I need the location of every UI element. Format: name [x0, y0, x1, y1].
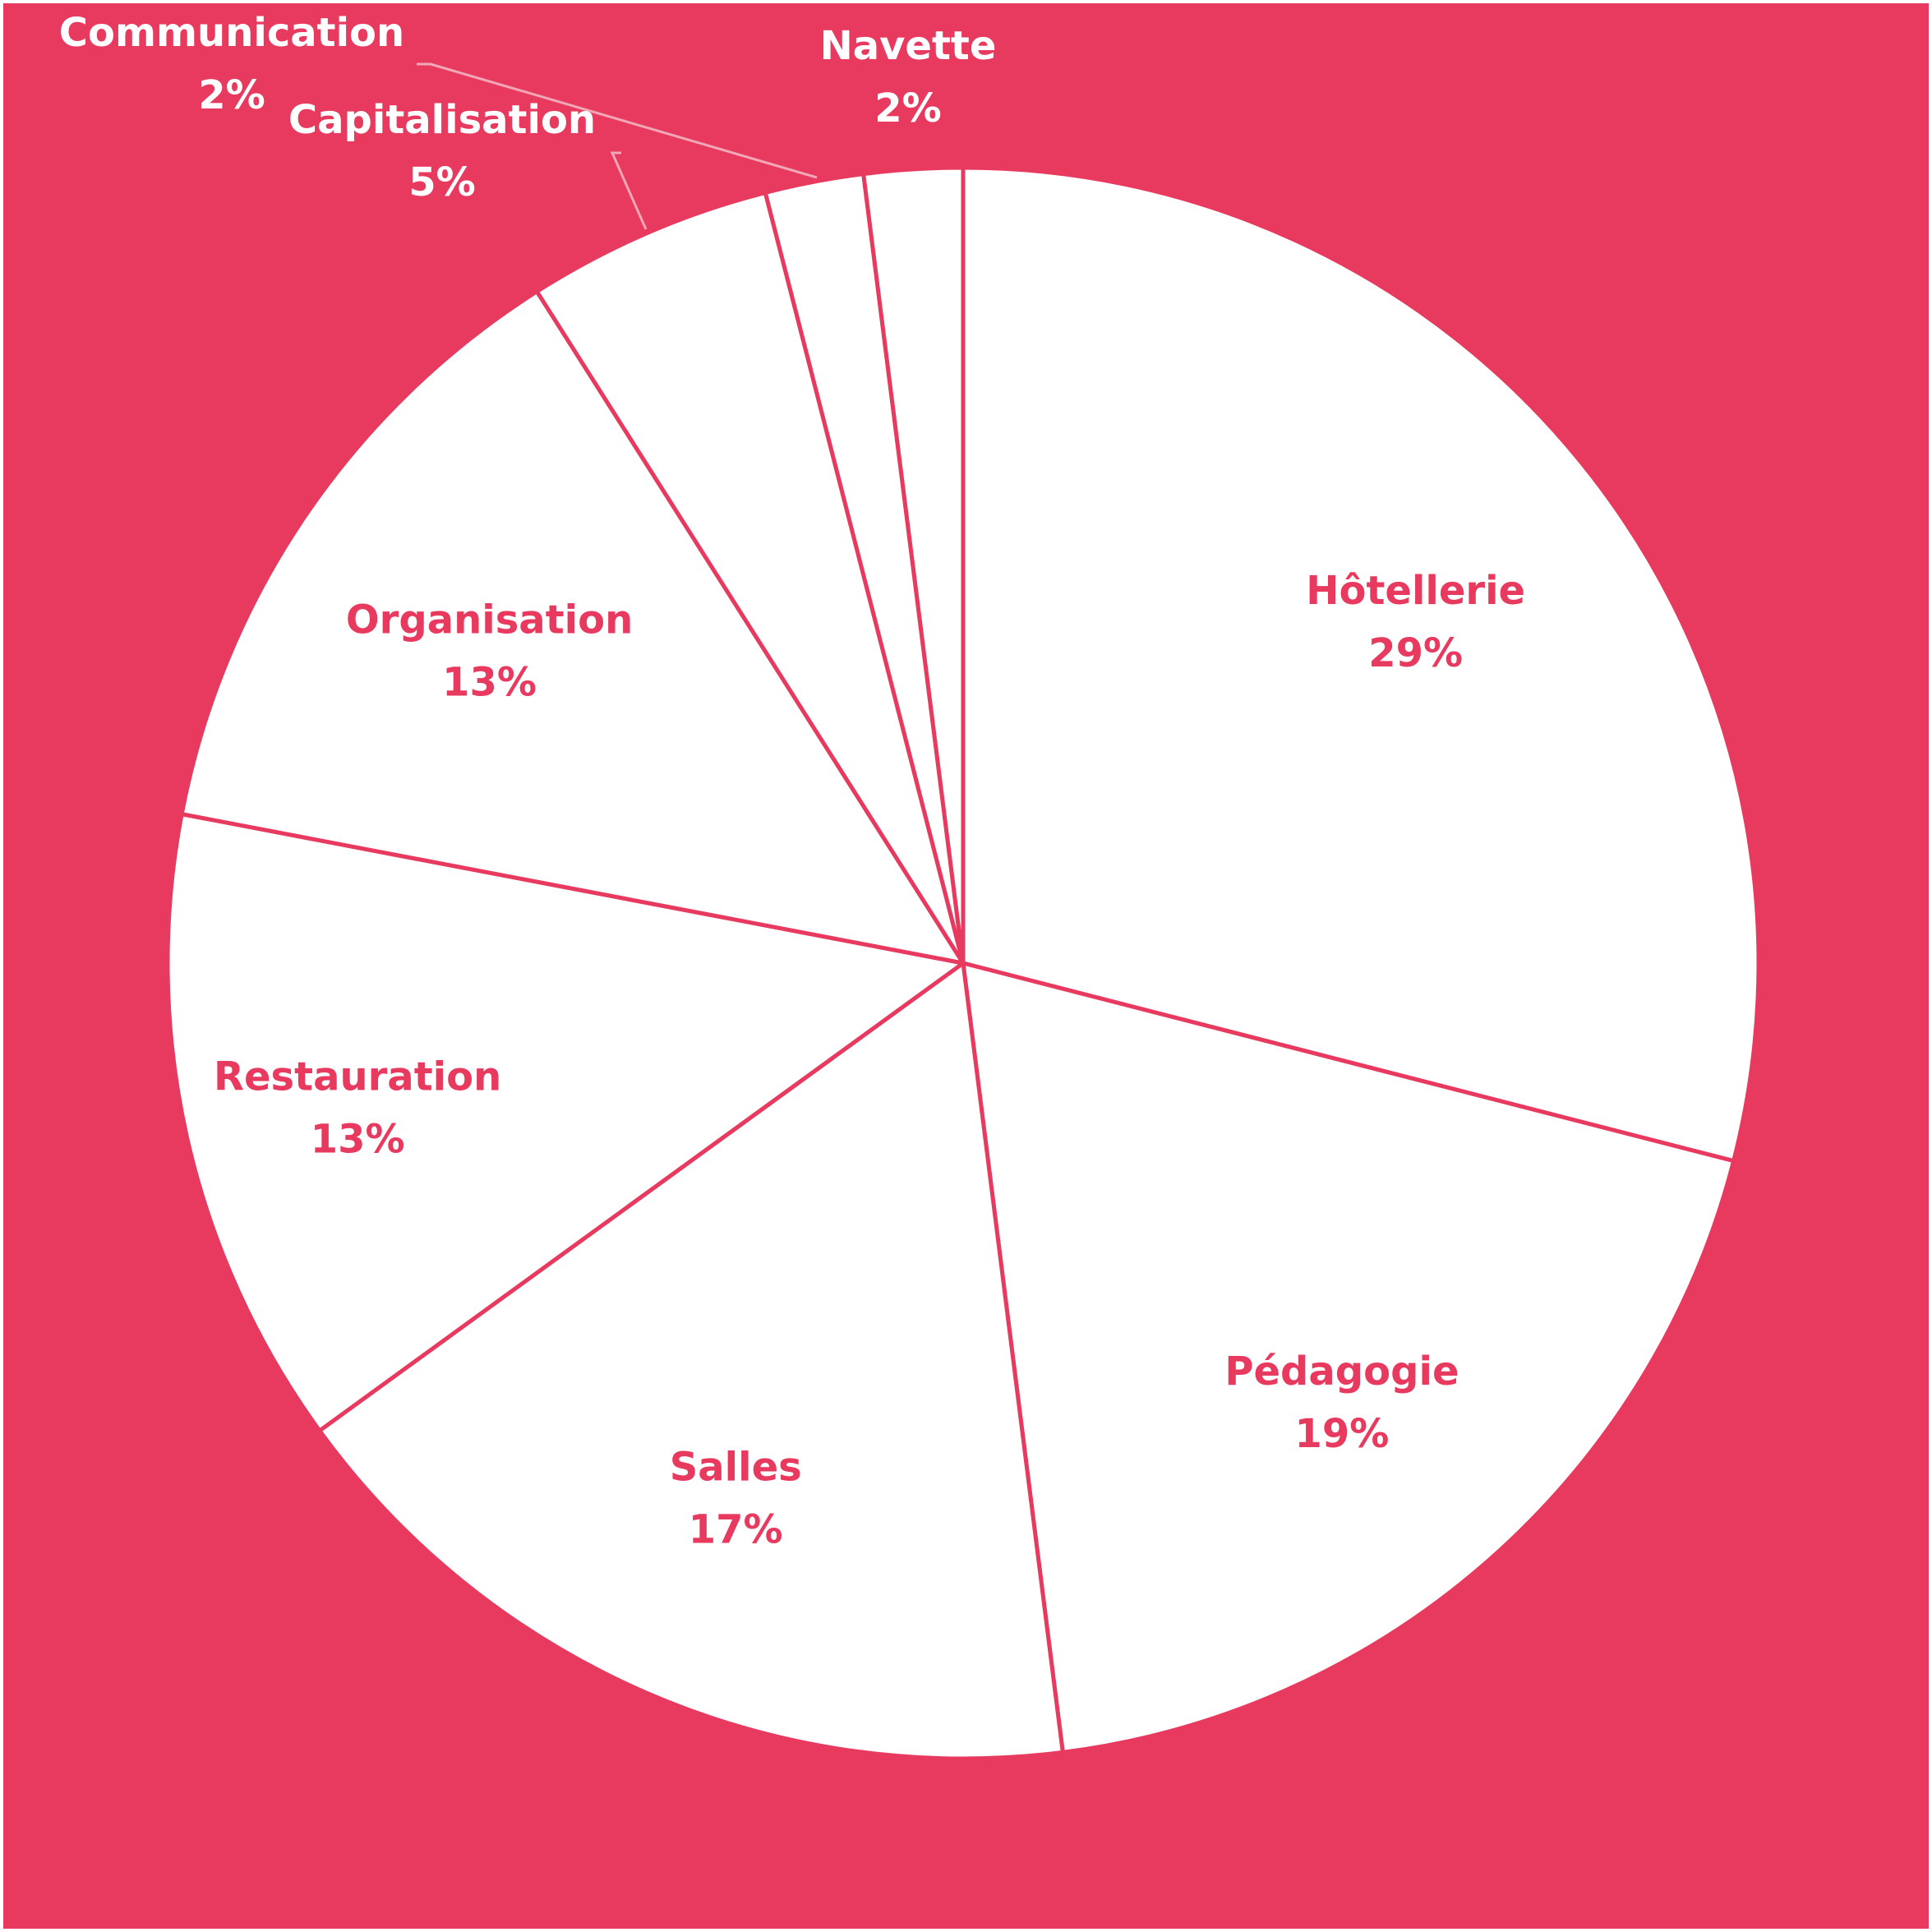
slice-value-communication: 2% [198, 72, 265, 118]
pie-slice-restauration [165, 812, 966, 1433]
slice-value-salles: 17% [689, 1507, 783, 1553]
pie-slice-salles [317, 961, 1065, 1761]
pie-slice-navette [861, 165, 966, 966]
slice-label-salles: Salles [670, 1445, 802, 1491]
slice-value-capitalisation: 5% [408, 159, 476, 205]
slice-label-capitalisation: Capitalisation [288, 97, 596, 143]
slice-label-restauration: Restauration [214, 1054, 501, 1100]
pie-slice-organisation [179, 289, 966, 966]
leader-line-capitalisation [610, 151, 648, 230]
pie-slice-capitalisation [534, 190, 966, 966]
slice-label-organisation: Organisation [346, 597, 633, 643]
slice-label-pedagogie: Pédagogie [1224, 1349, 1459, 1395]
pie-chart: Hôtellerie 29% Pédagogie 19% Salles 17% Restau… [3, 3, 1929, 1929]
pie-slice-hotellerie [961, 165, 1761, 1164]
leader-lines [417, 62, 818, 230]
slice-value-restauration: 13% [311, 1117, 405, 1163]
slice-labels: Hôtellerie 29% Pédagogie 19% Salles 17% Restau… [59, 10, 1525, 1553]
slice-label-navette: Navette [820, 23, 997, 69]
pie-slice-pedagogie [961, 961, 1736, 1754]
slice-label-hotellerie: Hôtellerie [1306, 568, 1525, 614]
pie-slices [165, 165, 1761, 1761]
slice-value-organisation: 13% [442, 659, 537, 705]
slice-value-navette: 2% [874, 85, 942, 131]
leader-line-communication [417, 62, 818, 179]
slice-value-pedagogie: 19% [1294, 1411, 1389, 1457]
slice-value-hotellerie: 29% [1368, 630, 1463, 676]
slice-label-communication: Communication [59, 10, 404, 56]
